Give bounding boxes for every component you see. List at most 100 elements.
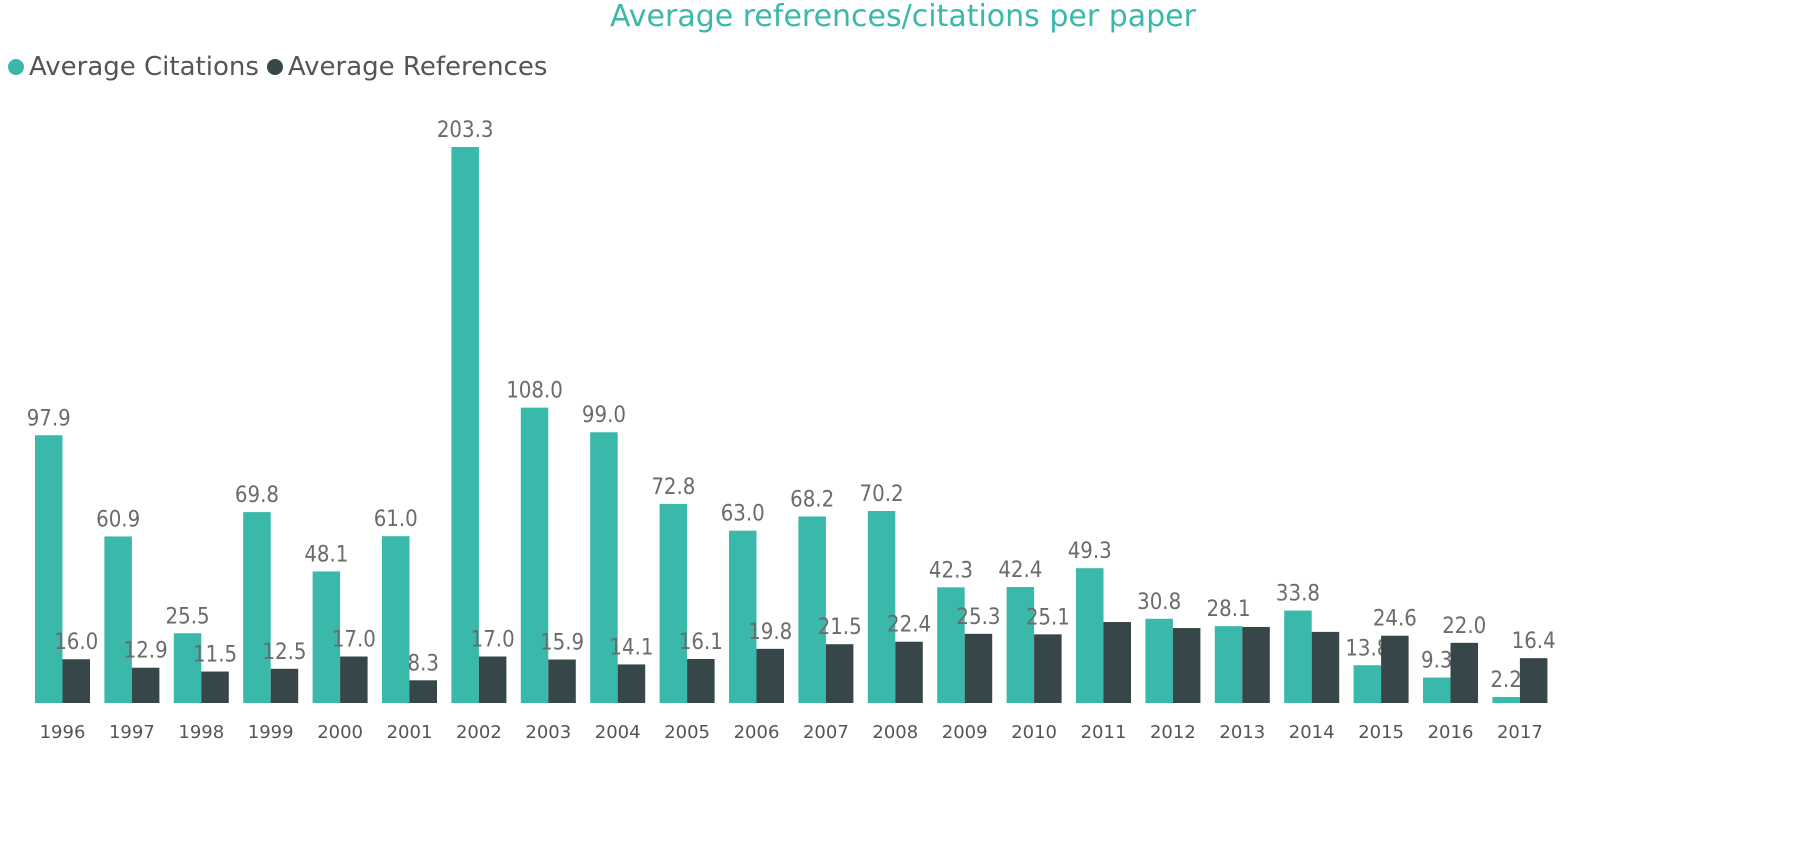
bar-citations-2014[interactable] — [1284, 610, 1312, 703]
bar-citations-2013[interactable] — [1214, 626, 1243, 703]
data-label-references-2004: 14.1 — [609, 635, 653, 660]
bar-references-2009[interactable] — [964, 633, 993, 703]
data-label-citations-2014: 33.8 — [1276, 582, 1320, 607]
x-tick-label: 2002 — [456, 722, 502, 743]
data-label-citations-2013: 28.1 — [1207, 597, 1251, 622]
data-label-citations-1996: 97.9 — [27, 406, 71, 431]
legend-item-references[interactable]: Average References — [266, 52, 548, 82]
data-label-references-2015: 24.6 — [1373, 607, 1417, 632]
bar-citations-2003[interactable] — [520, 407, 549, 703]
bar-citations-2004[interactable] — [590, 432, 618, 703]
x-tick-label: 1998 — [178, 722, 224, 743]
x-tick-label: 2014 — [1289, 722, 1335, 743]
data-label-citations-2005: 72.8 — [651, 475, 695, 500]
bar-citations-2005[interactable] — [659, 503, 688, 703]
bar-citations-2001[interactable] — [382, 536, 410, 703]
bar-citations-2012[interactable] — [1145, 618, 1173, 703]
data-label-references-1998: 11.5 — [193, 643, 237, 668]
bar-citations-2010[interactable] — [1006, 587, 1035, 703]
bar-references-1996[interactable] — [62, 659, 91, 703]
legend-label-citations: Average Citations — [29, 52, 259, 82]
bar-citations-2008[interactable] — [867, 511, 896, 703]
bar-references-1997[interactable] — [131, 667, 160, 703]
data-label-citations-2012: 30.8 — [1137, 590, 1181, 615]
bar-references-1999[interactable] — [270, 668, 299, 703]
x-tick-label: 2008 — [872, 722, 918, 743]
bar-citations-1996[interactable] — [35, 435, 63, 703]
data-label-citations-2000: 48.1 — [304, 542, 348, 567]
data-label-citations-1997: 60.9 — [96, 507, 140, 532]
data-label-citations-2016: 9.3 — [1421, 649, 1452, 674]
data-label-citations-2001: 61.0 — [374, 507, 418, 532]
legend: Average Citations Average References — [8, 52, 555, 82]
bar-citations-2006[interactable] — [729, 530, 757, 703]
x-tick-label: 1996 — [40, 722, 86, 743]
data-label-references-2009: 25.3 — [956, 605, 1000, 630]
bar-references-2008[interactable] — [895, 641, 923, 703]
bar-citations-2017[interactable] — [1492, 696, 1520, 703]
data-label-references-2006: 19.8 — [748, 620, 792, 645]
data-label-citations-2004: 99.0 — [582, 403, 626, 428]
bar-references-2007[interactable] — [825, 644, 854, 703]
data-label-references-2007: 21.5 — [818, 615, 862, 640]
bar-citations-2015[interactable] — [1353, 665, 1382, 703]
bar-citations-2002[interactable] — [451, 147, 479, 703]
x-tick-label: 2003 — [525, 722, 571, 743]
bar-references-2001[interactable] — [409, 680, 438, 703]
legend-item-citations[interactable]: Average Citations — [8, 52, 259, 82]
x-tick-label: 2001 — [387, 722, 433, 743]
bar-citations-1999[interactable] — [243, 512, 271, 703]
bar-citations-2007[interactable] — [798, 516, 826, 703]
chart-title: Average references/citations per paper — [610, 0, 1196, 34]
x-tick-label: 2016 — [1428, 722, 1474, 743]
bar-references-2013[interactable] — [1242, 626, 1270, 703]
bar-citations-1997[interactable] — [104, 536, 132, 703]
bar-citations-1998[interactable] — [173, 633, 202, 703]
bar-references-2016[interactable] — [1450, 642, 1479, 703]
data-label-citations-2008: 70.2 — [860, 482, 904, 507]
data-label-references-2017: 16.4 — [1512, 629, 1556, 654]
data-label-citations-2011: 49.3 — [1068, 539, 1112, 564]
x-tick-label: 1997 — [109, 722, 155, 743]
bar-citations-2009[interactable] — [937, 587, 965, 703]
bar-references-2015[interactable] — [1381, 635, 1409, 703]
data-label-references-2010: 25.1 — [1026, 605, 1070, 630]
data-label-references-2001: 8.3 — [408, 651, 439, 676]
x-tick-label: 2009 — [942, 722, 988, 743]
bar-references-2011[interactable] — [1103, 622, 1132, 703]
data-label-citations-2006: 63.0 — [721, 502, 765, 527]
bar-references-2012[interactable] — [1172, 628, 1201, 703]
x-tick-label: 2010 — [1011, 722, 1057, 743]
x-tick-label: 2013 — [1219, 722, 1265, 743]
x-tick-label: 2005 — [664, 722, 710, 743]
x-tick-label: 2007 — [803, 722, 849, 743]
legend-marker-citations — [8, 59, 24, 75]
data-label-references-1997: 12.9 — [124, 639, 168, 664]
bar-references-2003[interactable] — [548, 659, 576, 703]
data-label-references-2016: 22.0 — [1442, 614, 1486, 639]
data-label-references-2000: 17.0 — [332, 628, 376, 653]
legend-marker-references — [266, 59, 283, 75]
bar-references-1998[interactable] — [201, 671, 229, 703]
legend-label-references: Average References — [287, 52, 548, 82]
x-tick-label: 2011 — [1081, 722, 1127, 743]
bar-references-2000[interactable] — [340, 656, 368, 703]
bar-references-2005[interactable] — [687, 658, 715, 703]
bar-references-2017[interactable] — [1519, 658, 1548, 703]
bar-citations-2011[interactable] — [1076, 568, 1104, 703]
data-label-references-2008: 22.4 — [887, 613, 931, 638]
bar-citations-2000[interactable] — [312, 571, 341, 703]
data-label-references-1999: 12.5 — [262, 640, 306, 665]
bar-citations-2016[interactable] — [1423, 677, 1451, 703]
bar-references-2004[interactable] — [617, 664, 646, 703]
x-tick-label: 2004 — [595, 722, 641, 743]
x-tick-label: 1999 — [248, 722, 294, 743]
bar-references-2002[interactable] — [478, 656, 507, 703]
bar-references-2014[interactable] — [1311, 631, 1340, 703]
bar-references-2006[interactable] — [756, 648, 785, 703]
data-label-references-2002: 17.0 — [471, 628, 515, 653]
data-label-citations-1998: 25.5 — [166, 604, 210, 629]
data-label-citations-2003: 108.0 — [506, 379, 563, 404]
bar-references-2010[interactable] — [1034, 634, 1062, 703]
